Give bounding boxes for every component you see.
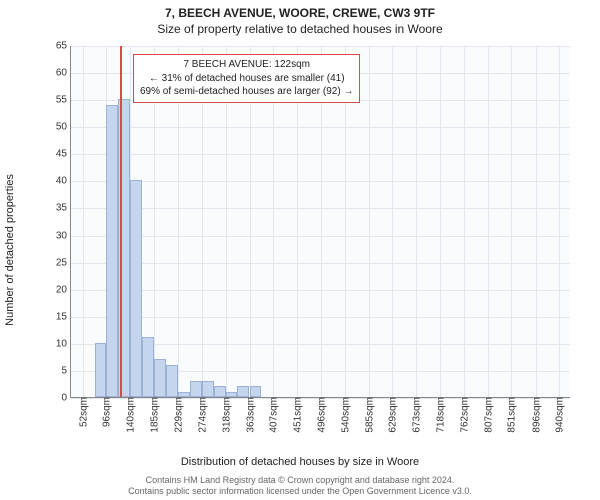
gridline-v xyxy=(511,46,512,397)
x-tick-label: 140sqm xyxy=(124,397,137,433)
x-tick-label: 629sqm xyxy=(386,397,399,433)
histogram-bar xyxy=(190,381,202,397)
x-tick-label: 363sqm xyxy=(243,397,256,433)
histogram-bar xyxy=(237,386,249,397)
x-tick-label: 496sqm xyxy=(315,397,328,433)
gridline-v xyxy=(464,46,465,397)
y-tick-label: 65 xyxy=(49,41,71,52)
x-tick-label: 896sqm xyxy=(529,397,542,433)
y-tick-label: 55 xyxy=(49,95,71,106)
chart-title-block: 7, BEECH AVENUE, WOORE, CREWE, CW3 9TF S… xyxy=(0,0,600,36)
y-tick-label: 25 xyxy=(49,257,71,268)
x-tick-label: 807sqm xyxy=(481,397,494,433)
gridline-v xyxy=(536,46,537,397)
x-tick-label: 274sqm xyxy=(195,397,208,433)
gridline-v xyxy=(369,46,370,397)
gridline-v xyxy=(488,46,489,397)
chart-title-sub: Size of property relative to detached ho… xyxy=(0,22,600,36)
annotation-line: 7 BEECH AVENUE: 122sqm xyxy=(140,58,353,72)
y-tick-label: 35 xyxy=(49,203,71,214)
plot-area: 0510152025303540455055606552sqm96sqm140s… xyxy=(70,46,570,398)
x-tick-label: 762sqm xyxy=(457,397,470,433)
chart-title-main: 7, BEECH AVENUE, WOORE, CREWE, CW3 9TF xyxy=(0,6,600,20)
annotation-box: 7 BEECH AVENUE: 122sqm← 31% of detached … xyxy=(133,54,360,103)
histogram-bar xyxy=(142,337,154,397)
footer-line1: Contains HM Land Registry data © Crown c… xyxy=(0,475,600,487)
x-tick-label: 718sqm xyxy=(434,397,447,433)
x-tick-label: 229sqm xyxy=(171,397,184,433)
histogram-bar xyxy=(95,343,107,397)
x-tick-label: 52sqm xyxy=(76,397,89,427)
histogram-bar xyxy=(154,359,166,397)
x-tick-label: 451sqm xyxy=(290,397,303,433)
x-tick-label: 407sqm xyxy=(267,397,280,433)
gridline-v xyxy=(416,46,417,397)
y-tick-label: 15 xyxy=(49,311,71,322)
y-tick-label: 45 xyxy=(49,149,71,160)
x-tick-label: 851sqm xyxy=(505,397,518,433)
y-tick-label: 10 xyxy=(49,338,71,349)
gridline-v xyxy=(83,46,84,397)
histogram-bar xyxy=(202,381,214,397)
gridline-v xyxy=(392,46,393,397)
y-tick-label: 30 xyxy=(49,230,71,241)
x-axis-title: Distribution of detached houses by size … xyxy=(0,456,600,468)
x-tick-label: 185sqm xyxy=(148,397,161,433)
x-tick-label: 585sqm xyxy=(362,397,375,433)
y-tick-label: 5 xyxy=(49,365,71,376)
chart-container: 0510152025303540455055606552sqm96sqm140s… xyxy=(48,46,570,424)
annotation-line: 69% of semi-detached houses are larger (… xyxy=(140,85,353,99)
x-tick-label: 96sqm xyxy=(100,397,113,427)
gridline-v xyxy=(440,46,441,397)
histogram-bar xyxy=(106,105,118,397)
gridline-v xyxy=(559,46,560,397)
y-tick-label: 60 xyxy=(49,68,71,79)
y-tick-label: 0 xyxy=(49,393,71,404)
x-tick-label: 940sqm xyxy=(553,397,566,433)
marker-line xyxy=(120,46,122,397)
y-tick-label: 50 xyxy=(49,122,71,133)
x-tick-label: 673sqm xyxy=(409,397,422,433)
histogram-bar xyxy=(226,392,238,397)
histogram-bar xyxy=(178,392,190,397)
histogram-bar xyxy=(214,386,226,397)
histogram-bar xyxy=(130,180,142,397)
x-tick-label: 318sqm xyxy=(219,397,232,433)
histogram-bar xyxy=(250,386,262,397)
histogram-bar xyxy=(166,365,178,397)
footer-line2: Contains public sector information licen… xyxy=(0,486,600,498)
y-tick-label: 40 xyxy=(49,176,71,187)
footer-attribution: Contains HM Land Registry data © Crown c… xyxy=(0,475,600,498)
annotation-line: ← 31% of detached houses are smaller (41… xyxy=(140,72,353,86)
y-tick-label: 20 xyxy=(49,284,71,295)
x-tick-label: 540sqm xyxy=(338,397,351,433)
y-axis-title: Number of detached properties xyxy=(4,98,16,250)
